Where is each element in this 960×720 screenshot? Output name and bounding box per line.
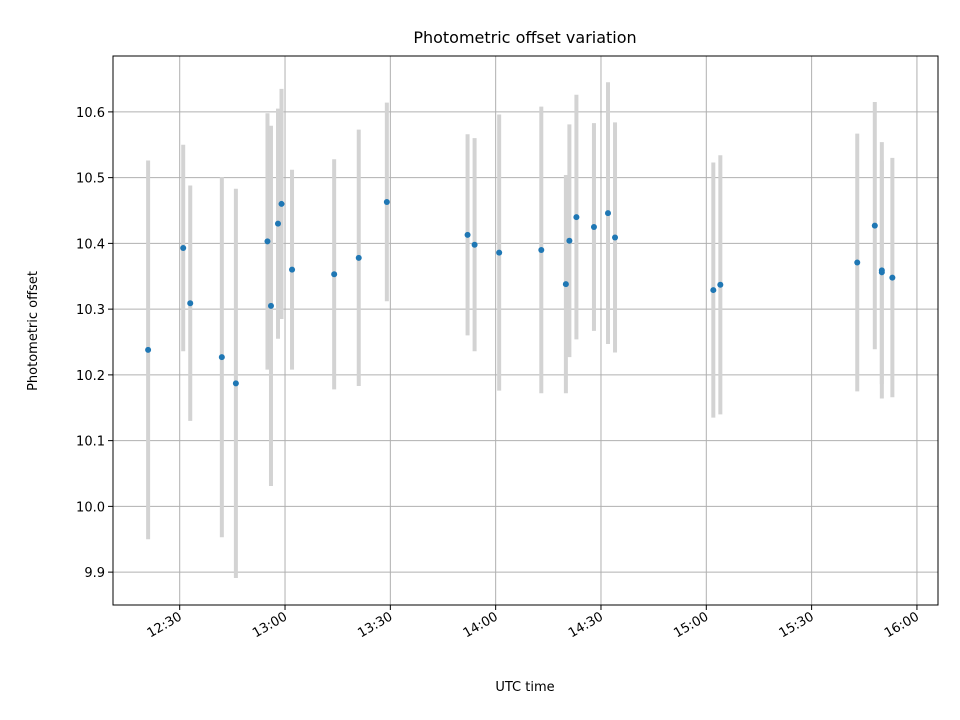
y-axis-label: Photometric offset [26,271,41,391]
data-point [871,222,878,229]
data-point [145,346,152,353]
y-tick-label: 10.5 [76,172,105,187]
data-point [218,354,225,361]
data-point [289,266,296,273]
data-point [878,267,885,274]
data-point [612,234,619,241]
y-tick-label: 10.1 [76,435,105,450]
plot-frame [112,55,939,606]
x-axis-label: UTC time [495,680,554,695]
data-point [275,220,281,227]
y-tick-label: 10.2 [76,369,105,384]
data-point [471,241,478,248]
grid [113,56,938,605]
data-points [145,198,896,387]
data-point [538,246,545,253]
y-tick-label: 9.9 [84,566,105,581]
data-point [355,254,362,261]
y-axis-ticks: 9.9 10.0 10.1 10.2 10.3 10.4 10.5 10.6 [76,106,113,581]
data-point [889,274,896,281]
data-point [187,300,194,307]
data-point [383,198,390,205]
data-point [232,380,239,387]
data-point [331,271,338,278]
data-point [605,210,611,217]
data-point [710,287,717,294]
y-tick-label: 10.6 [76,106,105,121]
data-point [573,214,580,221]
data-point [854,259,861,266]
data-point [180,244,187,251]
data-point [278,200,285,207]
y-tick-label: 10.0 [76,500,105,515]
data-point [717,281,724,288]
y-tick-label: 10.3 [76,303,105,318]
y-tick-label: 10.4 [76,237,105,252]
data-point [496,249,503,256]
data-point [566,237,573,244]
data-point [562,281,569,288]
data-point [464,231,471,238]
data-point [264,238,271,245]
data-point [590,223,597,230]
data-point [267,302,274,309]
chart-title: Photometric offset variation [413,28,636,47]
